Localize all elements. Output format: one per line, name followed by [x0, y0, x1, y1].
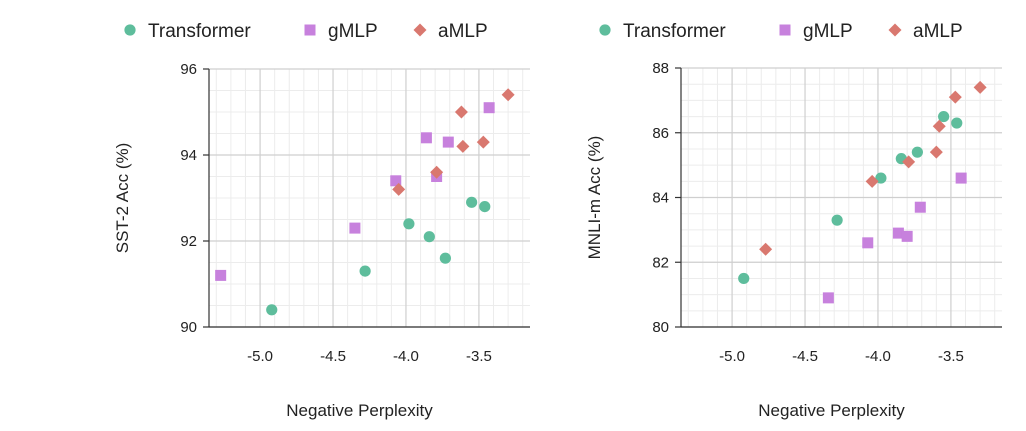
- gmlp-point: [822, 292, 834, 304]
- legend-marker-transformer: [599, 24, 611, 36]
- gmlp-point: [215, 269, 227, 281]
- amlp-point: [948, 90, 962, 104]
- y-axis-label: MNLI-m Acc (%): [585, 136, 604, 260]
- gmlp-point: [390, 175, 402, 187]
- legend: Transformer gMLP aMLP: [599, 21, 963, 42]
- y-tick-label: 88: [652, 60, 669, 77]
- x-tick-label: -4.0: [393, 348, 419, 365]
- y-tick-label: 92: [180, 233, 197, 250]
- x-tick-label: -4.5: [792, 348, 818, 365]
- gmlp-point: [892, 227, 904, 239]
- y-tick-label: 84: [652, 190, 669, 207]
- x-tick-label: -5.0: [719, 348, 745, 365]
- amlp-point: [456, 139, 470, 153]
- x-tick-label: -4.5: [320, 348, 346, 365]
- series-amlp: [759, 80, 987, 256]
- legend-label-amlp: aMLP: [913, 21, 963, 42]
- legend-label-amlp: aMLP: [438, 21, 488, 42]
- x-tick-label: -3.5: [938, 348, 964, 365]
- transformer-point: [911, 146, 923, 158]
- transformer-point: [423, 231, 435, 243]
- y-tick-label: 96: [180, 61, 197, 78]
- gmlp-point: [483, 102, 495, 114]
- transformer-point: [938, 110, 950, 123]
- gmlp-point: [901, 230, 913, 242]
- amlp-point: [454, 105, 468, 119]
- chart-panel-1: 90 92 94 96 -5.0 -4.5 -4.0 -3.5 Negative Perplex…: [113, 21, 530, 420]
- y-tick-label: 80: [652, 319, 669, 336]
- legend: Transformer gMLP aMLP: [124, 21, 488, 42]
- amlp-point: [932, 119, 946, 133]
- series-gmlp: [215, 102, 495, 281]
- x-axis-label: Negative Perplexity: [286, 401, 433, 420]
- x-axis-label: Negative Perplexity: [758, 401, 905, 420]
- gmlp-point: [442, 136, 454, 148]
- gmlp-point: [862, 237, 874, 249]
- transformer-point: [266, 304, 278, 316]
- transformer-point: [466, 196, 478, 208]
- x-tick-label: -3.5: [466, 348, 492, 365]
- amlp-point: [392, 182, 406, 196]
- transformer-point: [439, 252, 451, 264]
- transformer-point: [479, 201, 491, 213]
- chart-panel-2: 80 82 84 86 88 -5.0 -4.5 -4.0 -3.5 Negative Perpl…: [585, 21, 1002, 420]
- amlp-point: [902, 155, 916, 169]
- legend-marker-amlp: [888, 23, 902, 37]
- series-transformer: [266, 196, 491, 316]
- amlp-point: [501, 88, 515, 102]
- legend-marker-transformer: [124, 24, 136, 36]
- legend-marker-amlp: [413, 23, 427, 37]
- y-tick-label: 82: [652, 254, 669, 271]
- gmlp-point: [349, 222, 361, 234]
- x-tick-label: -4.0: [865, 348, 891, 365]
- amlp-point: [929, 145, 943, 159]
- series-amlp: [392, 88, 515, 196]
- amlp-point: [865, 174, 879, 188]
- series-gmlp: [822, 172, 967, 304]
- amlp-point: [759, 242, 773, 256]
- transformer-point: [951, 117, 963, 129]
- y-axis-label: SST-2 Acc (%): [113, 143, 132, 254]
- transformer-point: [831, 214, 843, 226]
- transformer-point: [403, 218, 415, 230]
- amlp-point: [476, 135, 490, 149]
- transformer-point: [738, 272, 750, 285]
- legend-marker-gmlp: [304, 24, 316, 36]
- gmlp-point: [914, 201, 926, 213]
- gmlp-point: [420, 132, 432, 144]
- amlp-point: [973, 80, 987, 94]
- x-tick-label: -5.0: [247, 348, 273, 365]
- legend-label-gmlp: gMLP: [328, 21, 378, 42]
- amlp-point: [430, 165, 444, 179]
- transformer-point: [359, 265, 371, 277]
- legend-label-transformer: Transformer: [623, 21, 726, 42]
- legend-label-gmlp: gMLP: [803, 21, 853, 42]
- legend-label-transformer: Transformer: [148, 21, 251, 42]
- gmlp-point: [955, 172, 967, 184]
- y-tick-label: 94: [180, 147, 197, 164]
- y-tick-label: 90: [180, 319, 197, 336]
- y-tick-label: 86: [652, 125, 669, 142]
- legend-marker-gmlp: [779, 24, 791, 36]
